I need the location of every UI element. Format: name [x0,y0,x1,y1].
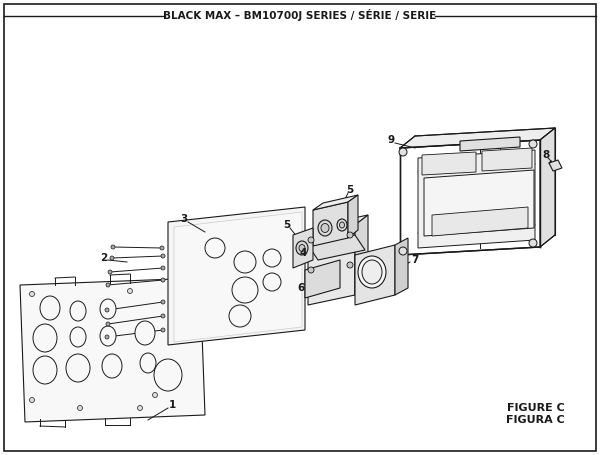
Ellipse shape [33,324,57,352]
Ellipse shape [234,251,256,273]
Polygon shape [424,170,534,236]
Circle shape [161,314,165,318]
Ellipse shape [33,356,57,384]
Polygon shape [293,228,313,268]
Circle shape [161,278,165,282]
Polygon shape [313,202,348,246]
Circle shape [308,267,314,273]
Circle shape [111,245,115,249]
Ellipse shape [296,241,308,255]
Text: 2: 2 [100,253,107,263]
Circle shape [106,283,110,287]
Circle shape [105,335,109,339]
Text: 9: 9 [388,135,395,145]
Polygon shape [20,278,205,422]
Circle shape [128,288,133,293]
Polygon shape [549,160,562,171]
Circle shape [399,148,407,156]
Text: 7: 7 [412,255,419,265]
Polygon shape [482,148,532,171]
Polygon shape [305,260,340,298]
Ellipse shape [263,273,281,291]
Text: 4: 4 [299,248,307,258]
Ellipse shape [140,353,156,373]
Circle shape [308,237,314,243]
Text: 6: 6 [298,283,305,293]
Circle shape [347,262,353,268]
Circle shape [29,292,35,297]
Ellipse shape [70,301,86,321]
Circle shape [77,405,83,410]
Ellipse shape [70,327,86,347]
Ellipse shape [40,296,60,320]
Text: BLACK MAX – BM10700J SERIES / SÉRIE / SERIE: BLACK MAX – BM10700J SERIES / SÉRIE / SE… [163,9,437,21]
Ellipse shape [205,238,225,258]
Ellipse shape [340,222,344,228]
Circle shape [529,239,537,247]
Ellipse shape [232,277,258,303]
Ellipse shape [318,220,332,236]
Circle shape [160,246,164,250]
Ellipse shape [263,249,281,267]
Circle shape [347,232,353,238]
Polygon shape [355,215,368,295]
Polygon shape [308,215,368,235]
Text: 5: 5 [346,185,353,195]
Circle shape [29,398,35,403]
Ellipse shape [321,223,329,233]
Ellipse shape [100,299,116,319]
Polygon shape [174,212,302,342]
Text: 3: 3 [181,214,188,224]
Ellipse shape [299,244,305,252]
Polygon shape [308,225,355,305]
Polygon shape [355,245,395,305]
Circle shape [161,254,165,258]
Ellipse shape [66,354,90,382]
Polygon shape [400,128,555,148]
Circle shape [399,247,407,255]
Ellipse shape [362,260,382,284]
Text: 1: 1 [169,400,176,410]
Polygon shape [168,207,305,345]
Text: FIGURE C: FIGURE C [507,403,565,413]
Polygon shape [308,235,365,260]
Polygon shape [395,238,408,295]
Circle shape [161,266,165,270]
Ellipse shape [100,326,116,346]
Ellipse shape [358,256,386,288]
Text: 5: 5 [283,220,290,230]
Ellipse shape [229,305,251,327]
Text: FIGURA C: FIGURA C [506,415,565,425]
Circle shape [110,256,114,260]
Text: 8: 8 [542,150,550,160]
Ellipse shape [337,219,347,231]
Circle shape [161,328,165,332]
Circle shape [161,300,165,304]
Polygon shape [400,140,540,255]
Circle shape [106,322,110,326]
Circle shape [105,308,109,312]
Polygon shape [422,152,476,175]
Circle shape [137,405,143,410]
Circle shape [152,393,157,398]
Ellipse shape [135,321,155,345]
Polygon shape [540,128,555,247]
Polygon shape [418,150,535,248]
Polygon shape [432,207,528,236]
Circle shape [529,140,537,148]
Polygon shape [313,195,358,210]
Ellipse shape [154,359,182,391]
Polygon shape [348,195,358,238]
Ellipse shape [102,354,122,378]
Polygon shape [460,137,520,151]
Circle shape [108,270,112,274]
